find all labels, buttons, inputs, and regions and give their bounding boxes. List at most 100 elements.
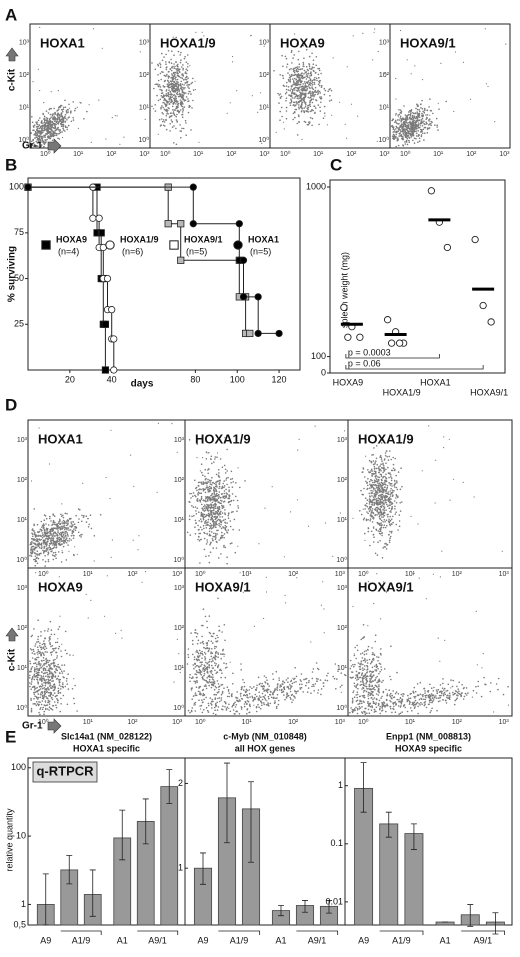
dot: [292, 118, 295, 121]
dot: [204, 520, 207, 523]
dot: [220, 657, 222, 660]
dot: [393, 479, 396, 482]
dot: [53, 123, 56, 125]
dot: [410, 123, 413, 126]
dot: [205, 487, 208, 489]
dot: [221, 690, 224, 693]
dot: [310, 82, 313, 85]
dot: [223, 490, 226, 492]
dot: [38, 652, 40, 655]
dot: [214, 458, 216, 460]
dot: [330, 99, 333, 101]
dot: [51, 662, 53, 665]
dot: [296, 73, 299, 76]
dot: [201, 528, 203, 531]
dot: [453, 110, 455, 113]
dot: [420, 103, 422, 105]
dot: [430, 120, 433, 123]
dot: [133, 485, 135, 487]
dot: [65, 111, 68, 113]
dot: [380, 481, 383, 484]
dot: [179, 124, 181, 126]
dot: [370, 514, 373, 517]
dot: [211, 642, 214, 644]
dot: [452, 478, 455, 480]
dot: [32, 138, 35, 141]
dot: [237, 545, 239, 547]
dot: [70, 523, 73, 525]
dot: [225, 494, 227, 497]
dot: [221, 486, 224, 489]
dot: [209, 504, 211, 506]
dot: [365, 504, 367, 507]
dot: [299, 86, 301, 88]
dot: [382, 512, 385, 515]
dot: [208, 468, 210, 470]
dot: [48, 120, 51, 122]
dot: [362, 467, 365, 469]
dot: [67, 520, 69, 522]
dot: [52, 659, 55, 661]
dot: [60, 536, 63, 538]
dot: [285, 91, 288, 94]
dot: [169, 97, 171, 99]
dot: [320, 96, 323, 98]
dot: [51, 125, 54, 127]
dot: [191, 687, 193, 689]
dot: [218, 508, 221, 511]
dot: [66, 128, 68, 131]
dot: [157, 133, 159, 135]
dot: [176, 120, 178, 122]
dot: [311, 87, 314, 90]
dot: [43, 654, 45, 656]
dot: [294, 95, 297, 98]
dot: [287, 89, 290, 91]
dot: [165, 93, 168, 95]
dot: [171, 77, 174, 80]
dot: [58, 532, 61, 535]
dot: [192, 99, 194, 102]
dot: [390, 511, 392, 513]
x-tick-label: 10²: [346, 151, 357, 158]
dot: [372, 511, 374, 514]
dot: [192, 77, 194, 80]
dot: [395, 133, 398, 136]
dot: [381, 460, 383, 462]
dot: [32, 648, 35, 651]
dot: [215, 500, 217, 503]
dot: [389, 535, 392, 538]
dot: [398, 109, 400, 111]
dot: [227, 689, 230, 691]
dot: [204, 468, 207, 471]
dot: [61, 119, 63, 121]
dot: [373, 31, 375, 33]
y-tick-label: 10⁰: [16, 704, 27, 712]
dot: [266, 682, 269, 685]
dot: [339, 686, 342, 688]
dot: [419, 125, 422, 127]
x-tick-label: 10¹: [73, 151, 84, 158]
dot: [36, 703, 39, 705]
dot: [268, 685, 271, 687]
dot: [161, 59, 164, 62]
dot: [33, 126, 35, 128]
dot: [281, 74, 284, 77]
dot: [224, 676, 227, 679]
dot: [324, 679, 327, 681]
dot: [62, 108, 65, 110]
dot: [41, 532, 44, 534]
dot: [383, 491, 385, 493]
dot: [305, 682, 308, 684]
dot: [319, 97, 322, 100]
dot: [399, 502, 402, 504]
dot: [221, 692, 224, 694]
dot: [389, 484, 392, 486]
dot: [73, 523, 76, 525]
dot: [312, 59, 315, 61]
dot: [34, 687, 37, 690]
dot: [421, 125, 424, 127]
dot: [394, 481, 396, 483]
dot: [68, 540, 70, 542]
dot: [418, 109, 421, 111]
dot: [309, 81, 311, 84]
